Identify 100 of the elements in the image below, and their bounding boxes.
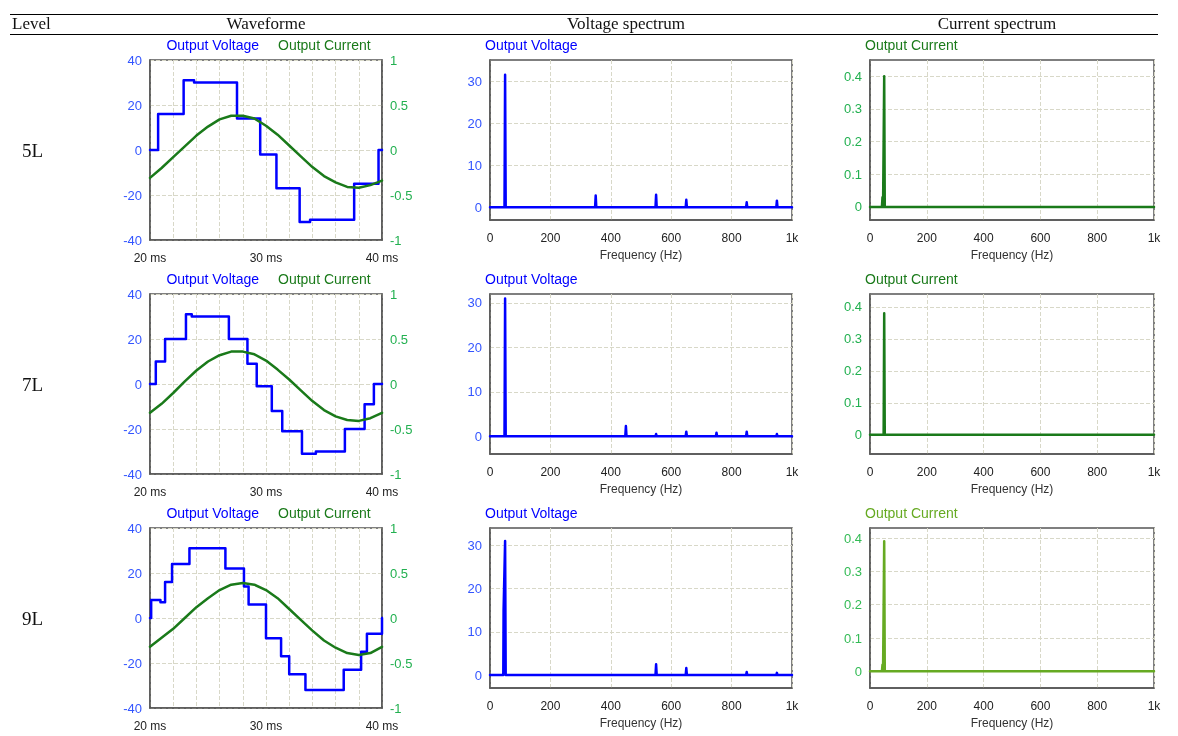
y-tick-label: 0	[474, 667, 482, 683]
series-label: Output Voltage	[485, 271, 578, 287]
line-series	[488, 297, 794, 438]
x-tick-label: 600	[661, 699, 682, 713]
y2-tick-label: 0.5	[390, 565, 409, 581]
x-tick-label: 20 ms	[133, 485, 167, 499]
x-tick-label: 30 ms	[249, 485, 283, 499]
y-tick-label: 0.3	[843, 101, 862, 117]
y-tick-label: 0	[854, 663, 862, 679]
y-tick-label: -40	[123, 232, 142, 248]
text: 7L	[21, 373, 45, 397]
y-tick-label: 40	[127, 52, 142, 68]
y-tick-label: 0.1	[843, 166, 862, 182]
x-axis-title: Frequency (Hz)	[970, 715, 1054, 730]
x-tick-label: 20 ms	[133, 719, 167, 733]
y-tick-label: 40	[127, 520, 142, 536]
x-tick-label: 20 ms	[133, 251, 167, 265]
y2-tick-label: 0	[390, 376, 398, 392]
y-tick-label: 0.2	[843, 134, 862, 150]
x-tick-label: 1k	[785, 699, 800, 713]
x-tick-label: 800	[1087, 231, 1108, 245]
y2-tick-label: -0.5	[390, 187, 413, 203]
y2-tick-label: -0.5	[390, 655, 413, 671]
y2-tick-label: -1	[390, 232, 402, 248]
text: Output Current	[278, 37, 371, 53]
y-tick-label: 0	[134, 376, 142, 392]
text: Output Voltage	[166, 505, 260, 521]
y-tick-label: -20	[123, 421, 142, 437]
y2-tick-label: -0.5	[390, 421, 413, 437]
x-tick-label: 30 ms	[249, 719, 283, 733]
x-tick-label: 40 ms	[365, 251, 399, 265]
text: Output Current	[865, 37, 958, 53]
y-tick-label: 10	[467, 157, 482, 173]
y2-tick-label: 0.5	[390, 97, 409, 113]
x-tick-label: 600	[1030, 231, 1051, 245]
x-tick-label: 800	[721, 699, 742, 713]
x-tick-label: 800	[721, 465, 742, 479]
text: Output Voltage	[166, 37, 260, 53]
y-tick-label: -40	[123, 466, 142, 482]
y-tick-label: 0.3	[843, 331, 862, 347]
y2-tick-label: 0	[390, 142, 398, 158]
y-tick-label: 20	[127, 97, 142, 113]
y2-tick-label: 1	[390, 520, 398, 536]
x-tick-label: 600	[661, 465, 682, 479]
y-tick-label: 30	[467, 537, 482, 553]
y-tick-label: 20	[127, 331, 142, 347]
line-series	[148, 581, 384, 657]
chart-title: Current spectrum	[936, 13, 1058, 34]
y-tick-label: 30	[467, 73, 482, 89]
x-tick-label: 0	[866, 231, 874, 245]
y-tick-label: 20	[467, 339, 482, 355]
x-axis-title: Frequency (Hz)	[599, 247, 683, 262]
x-tick-label: 400	[600, 465, 622, 479]
x-tick-label: 600	[1030, 465, 1051, 479]
y2-tick-label: 1	[390, 52, 398, 68]
y-tick-label: 40	[127, 286, 142, 302]
x-tick-label: 400	[600, 699, 622, 713]
y-tick-label: -20	[123, 655, 142, 671]
y2-tick-label: 0.5	[390, 331, 409, 347]
text: Output Voltage	[485, 37, 578, 53]
x-tick-label: 200	[916, 465, 938, 479]
y-tick-label: 20	[467, 581, 482, 597]
y-tick-label: 0.4	[843, 299, 862, 315]
x-tick-label: 600	[1030, 699, 1051, 713]
x-tick-label: 40 ms	[365, 719, 399, 733]
y-tick-label: 0.2	[843, 363, 862, 379]
x-tick-label: 0	[866, 699, 874, 713]
text: Level	[11, 13, 52, 34]
y-tick-label: 30	[467, 295, 482, 311]
x-tick-label: 0	[486, 231, 494, 245]
x-tick-label: 600	[661, 231, 682, 245]
x-tick-label: 400	[600, 231, 622, 245]
y-tick-label: 0.4	[843, 68, 862, 84]
x-tick-label: 1k	[1147, 465, 1162, 479]
x-tick-label: 0	[486, 465, 494, 479]
x-tick-label: 200	[916, 699, 938, 713]
x-tick-label: 200	[540, 231, 561, 245]
y2-tick-label: 1	[390, 286, 398, 302]
x-tick-label: 0	[486, 699, 494, 713]
x-tick-label: 40 ms	[365, 485, 399, 499]
x-axis-title: Frequency (Hz)	[599, 481, 683, 496]
y-tick-label: 20	[467, 115, 482, 131]
y-tick-label: 0	[854, 199, 862, 215]
series-label: Output Current	[865, 505, 958, 521]
text: 9L	[21, 607, 45, 631]
y-tick-label: -20	[123, 187, 142, 203]
x-tick-label: 0	[866, 465, 874, 479]
y-tick-label: 0	[474, 199, 482, 215]
x-tick-label: 800	[721, 231, 742, 245]
x-axis-title: Frequency (Hz)	[970, 481, 1054, 496]
text: Output Voltage	[485, 505, 578, 521]
y-tick-label: 0.4	[843, 530, 862, 546]
y-tick-label: 0	[854, 427, 862, 443]
x-tick-label: 1k	[785, 465, 800, 479]
y2-tick-label: -1	[390, 466, 402, 482]
line-series	[488, 73, 794, 209]
line-series	[148, 350, 384, 423]
y-tick-label: 20	[127, 565, 142, 581]
y-tick-label: 10	[467, 624, 482, 640]
y-tick-label: 0.1	[843, 630, 862, 646]
